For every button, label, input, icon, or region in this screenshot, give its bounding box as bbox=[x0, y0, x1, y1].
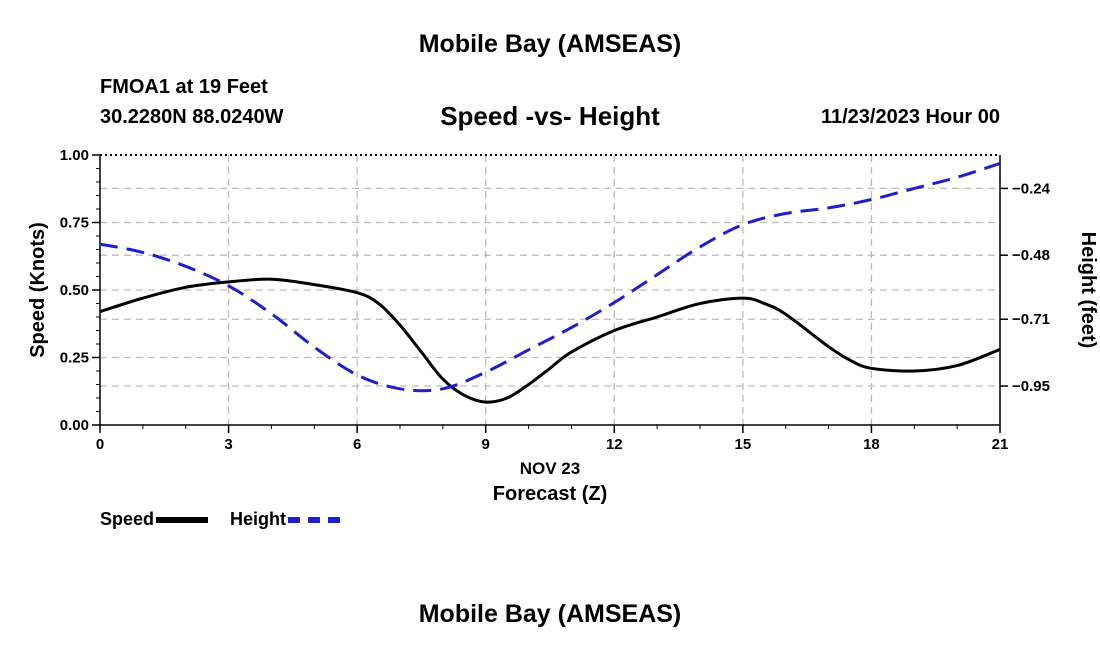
height-line bbox=[99, 161, 1001, 393]
legend-item-speed: Speed bbox=[100, 509, 209, 530]
y-tick-label: 0.50 bbox=[60, 282, 89, 299]
series-lines bbox=[99, 161, 1001, 404]
axes bbox=[92, 154, 1008, 433]
speed-line bbox=[99, 277, 1001, 404]
x-tick-label: 15 bbox=[735, 436, 752, 453]
footer-title: Mobile Bay (AMSEAS) bbox=[418, 600, 682, 628]
legend-height-label: Height bbox=[230, 509, 286, 529]
y-tick-label: 0.25 bbox=[60, 350, 89, 367]
x-tick-label: 3 bbox=[224, 436, 232, 453]
coordinates-label: 30.2280N 88.0240W bbox=[100, 106, 284, 128]
page-title: Mobile Bay (AMSEAS) bbox=[418, 30, 682, 58]
legend-item-height: Height bbox=[230, 509, 340, 530]
x-tick-label: 6 bbox=[353, 436, 361, 453]
x-axis-title: Forecast (Z) bbox=[493, 483, 607, 505]
legend-speed-swatch bbox=[156, 516, 209, 523]
y-tick-label: 0.00 bbox=[60, 417, 89, 434]
y-tick-label: 0.75 bbox=[60, 215, 89, 232]
axis-labels: 0 3 6 9 12 15 18 21 0.00 0.25 0.50 0.75 1.00 −0.24 −0.… bbox=[27, 147, 1099, 505]
forecast-timestamp: 11/23/2023 Hour 00 bbox=[820, 106, 1000, 128]
y-axis-title: Speed (Knots) bbox=[27, 222, 49, 358]
y-tick-label: 1.00 bbox=[60, 147, 89, 164]
legend-height-swatch bbox=[288, 516, 340, 523]
x-tick-label: 21 bbox=[992, 436, 1009, 453]
y2-tick-label: −0.48 bbox=[1012, 247, 1050, 264]
grid-lines bbox=[100, 155, 1000, 425]
y2-tick-label: −0.95 bbox=[1012, 378, 1050, 395]
chart-title: Speed -vs- Height bbox=[440, 101, 660, 131]
y2-axis-title: Height (feet) bbox=[1077, 232, 1099, 349]
x-axis-date-label: NOV 23 bbox=[520, 459, 580, 478]
legend-speed-label: Speed bbox=[100, 509, 155, 529]
x-tick-label: 18 bbox=[863, 436, 880, 453]
y2-tick-label: −0.24 bbox=[1012, 180, 1051, 197]
x-tick-label: 9 bbox=[482, 436, 490, 453]
y2-tick-label: −0.71 bbox=[1012, 311, 1050, 328]
x-tick-label: 0 bbox=[96, 436, 104, 453]
x-tick-label: 12 bbox=[606, 436, 623, 453]
station-label: FMOA1 at 19 Feet bbox=[100, 76, 268, 98]
